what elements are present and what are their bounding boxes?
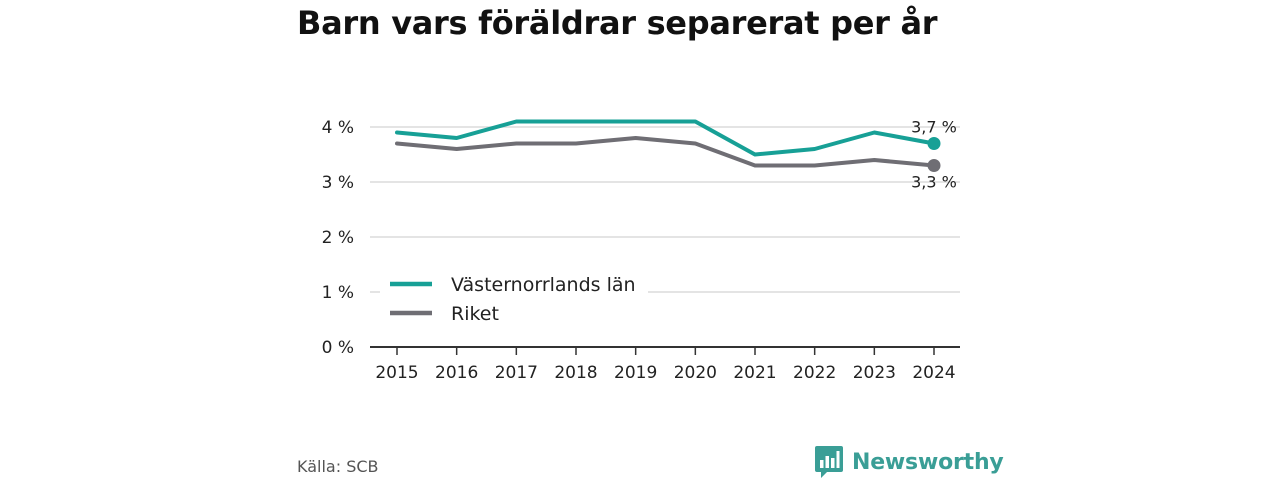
x-tick-label: 2024 [912,363,955,383]
source-note: Källa: SCB [297,457,379,476]
y-tick-label: 0 % [322,338,354,358]
chart-title: Barn vars föräldrar separerat per år [297,4,938,42]
x-tick-label: 2015 [375,363,418,383]
y-tick-label: 2 % [322,228,354,248]
x-tick-label: 2023 [853,363,896,383]
y-tick-label: 4 % [322,118,354,138]
legend-label: Riket [451,303,499,325]
data-label: 3,7 % [911,118,957,137]
x-tick-label: 2021 [733,363,776,383]
y-axis: 0 % 1 % 2 % 3 % 4 % [322,118,354,358]
series-end-point [927,159,941,172]
x-axis-ticks: 2015 2016 2017 2018 2019 2020 2021 2022 2023 2024 [375,347,956,383]
x-tick-label: 2018 [554,363,597,383]
series-end-point [927,137,941,150]
series-line [395,119,936,157]
legend: Västernorrlands län Riket [380,266,648,330]
x-tick-label: 2020 [674,363,717,383]
y-tick-label: 1 % [322,283,354,303]
data-label: 3,3 % [911,173,957,192]
brand-logo[interactable]: Newsworthy [815,446,1004,478]
x-tick-label: 2017 [495,363,538,383]
bar-chart-speech-bubble-icon [815,446,843,478]
y-tick-label: 3 % [322,173,354,193]
x-tick-label: 2022 [793,363,836,383]
x-tick-label: 2016 [435,363,478,383]
legend-background [380,266,648,330]
series-lines: 3,7 % 3,3 % [395,118,957,192]
legend-label: Västernorrlands län [451,274,636,296]
brand-name: Newsworthy [852,449,1004,475]
x-tick-label: 2019 [614,363,657,383]
series-line [395,136,936,168]
